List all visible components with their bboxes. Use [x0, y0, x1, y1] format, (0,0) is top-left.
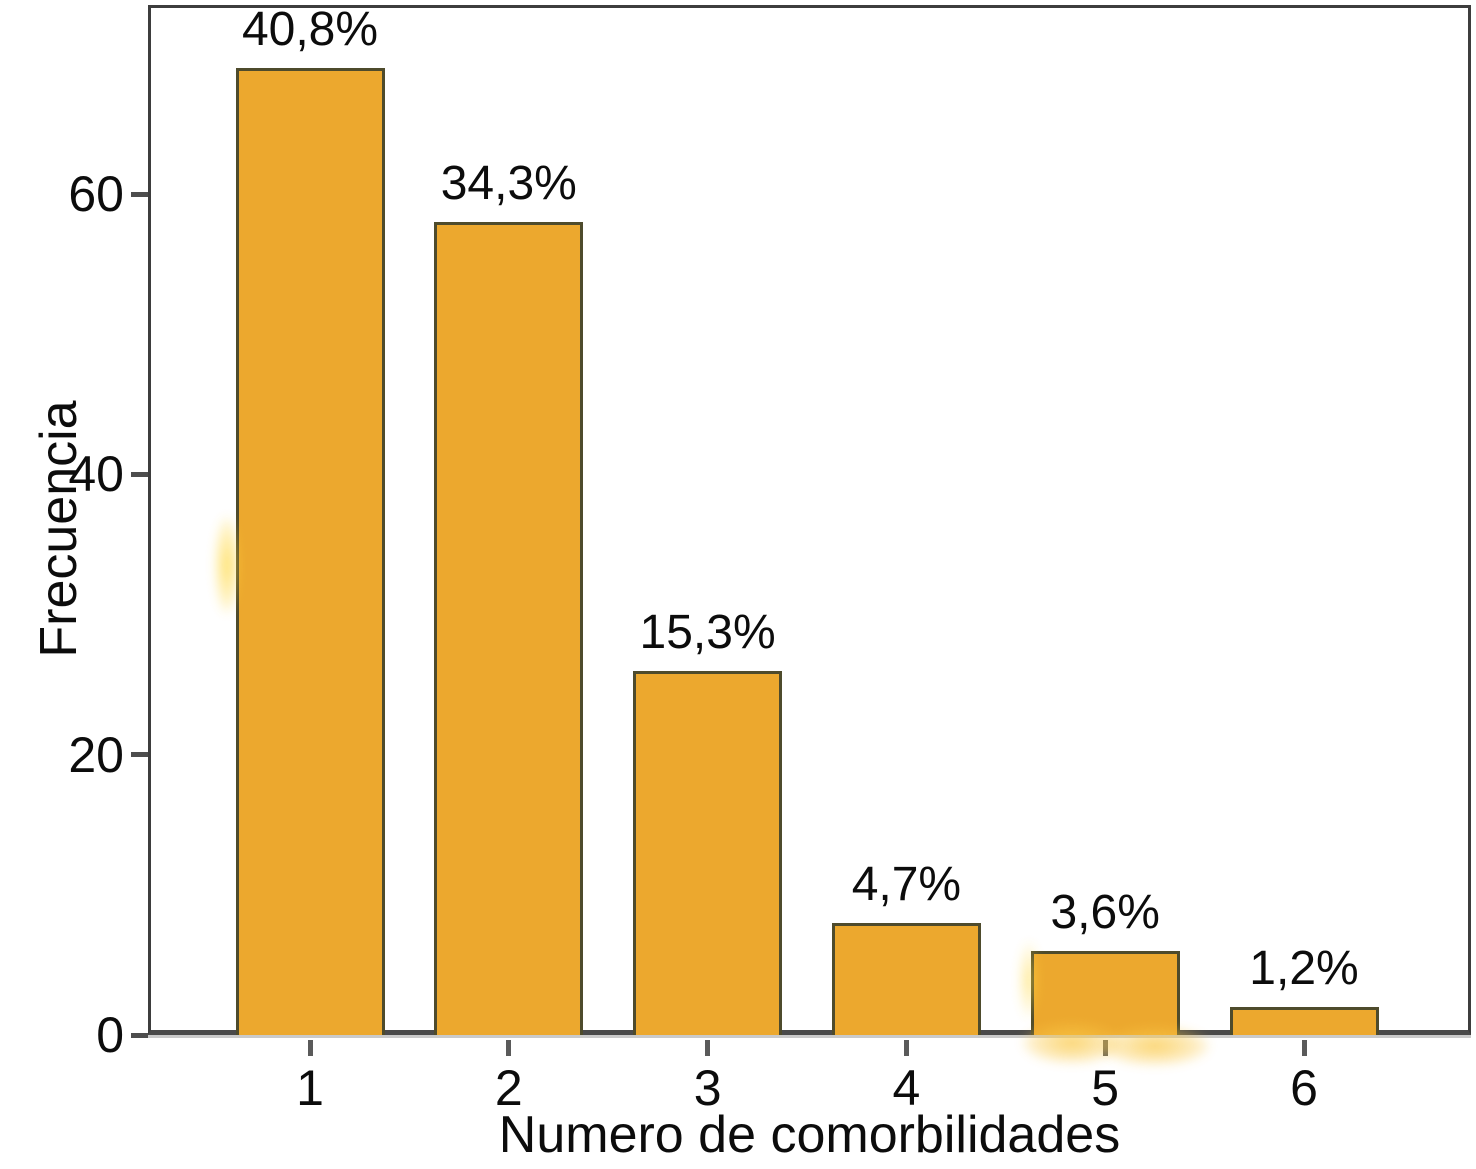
bar-value-label: 34,3%	[440, 157, 577, 211]
x-axis-tick-label: 3	[693, 1060, 722, 1116]
bar-value-label: 1,2%	[1249, 941, 1359, 995]
y-axis-tick	[131, 471, 148, 477]
y-axis-tick	[131, 191, 148, 197]
y-axis-tick-label: 20	[68, 726, 124, 783]
x-axis-tick-label: 6	[1290, 1060, 1318, 1116]
x-axis-tick	[307, 1040, 313, 1056]
x-axis-title: Numero de comorbilidades	[498, 1106, 1121, 1164]
bar	[633, 670, 783, 1035]
x-axis-tick-label: 1	[296, 1060, 324, 1116]
x-axis-tick	[1301, 1040, 1307, 1056]
bar	[831, 922, 981, 1035]
bar-value-label: 15,3%	[639, 605, 776, 659]
x-axis-tick-label: 2	[494, 1060, 523, 1116]
bar-value-label: 4,7%	[851, 857, 962, 911]
x-axis-tick	[705, 1040, 711, 1056]
bar-value-label: 40,8%	[241, 3, 379, 57]
y-axis-tick-label: 40	[68, 446, 124, 503]
x-axis-tick-label: 5	[1091, 1060, 1120, 1116]
y-axis-tick	[131, 752, 148, 758]
bar	[1229, 1006, 1379, 1035]
y-axis-tick	[131, 1032, 148, 1038]
y-axis-tick-label: 60	[68, 166, 124, 223]
bar-value-label: 3,6%	[1050, 885, 1160, 939]
y-axis-tick-label: 0	[96, 1007, 124, 1063]
bar	[434, 222, 584, 1035]
bar	[235, 68, 385, 1035]
bar	[1030, 950, 1180, 1035]
x-axis-tick	[506, 1040, 512, 1056]
y-axis-title: Frecuencia	[30, 400, 88, 658]
x-axis-tick-label: 4	[892, 1060, 921, 1116]
x-axis-tick	[903, 1040, 909, 1056]
x-axis-tick	[1102, 1040, 1108, 1056]
